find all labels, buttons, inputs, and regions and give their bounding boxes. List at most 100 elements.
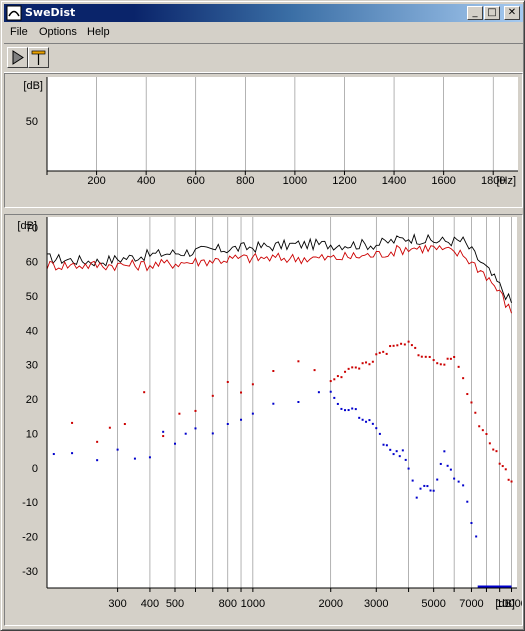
red-series-point bbox=[375, 353, 378, 356]
red-series-point bbox=[378, 351, 381, 354]
x-tick-label: 400 bbox=[141, 598, 159, 610]
red-series-point bbox=[162, 435, 165, 438]
red-series-point bbox=[71, 421, 74, 424]
red-series-point bbox=[510, 480, 513, 483]
blue-series-point bbox=[401, 449, 404, 452]
red-series-point bbox=[361, 362, 364, 365]
red-series-point bbox=[449, 357, 452, 360]
red-series-point bbox=[462, 377, 465, 380]
menu-help[interactable]: Help bbox=[87, 26, 110, 38]
y-tick-label: 10 bbox=[26, 428, 38, 440]
red-series-point bbox=[407, 340, 410, 343]
red-series-point bbox=[414, 346, 417, 349]
red-series-point bbox=[485, 433, 488, 436]
red-series-point bbox=[453, 355, 456, 358]
close-button[interactable]: ✕ bbox=[504, 6, 520, 20]
app-icon bbox=[6, 5, 22, 21]
blue-series-point bbox=[297, 400, 300, 403]
blue-series-point bbox=[336, 402, 339, 405]
red-series-point bbox=[504, 468, 507, 471]
y-axis-label: [dB] bbox=[23, 80, 43, 92]
x-tick-label: 1800 bbox=[481, 175, 505, 187]
blue-series-point bbox=[432, 489, 435, 492]
y-tick-label: -30 bbox=[22, 566, 38, 578]
title-bar[interactable]: SweDist _ □ ✕ bbox=[4, 4, 523, 22]
blue-series-point bbox=[365, 420, 368, 423]
red-series-point bbox=[336, 375, 339, 378]
red-series-point bbox=[368, 363, 371, 366]
maximize-button[interactable]: □ bbox=[484, 6, 500, 20]
blue-series-point bbox=[351, 407, 354, 410]
red-series-point bbox=[344, 370, 347, 373]
y-tick-label: 60 bbox=[26, 257, 38, 269]
red-series-point bbox=[329, 380, 332, 383]
blue-series-point bbox=[184, 432, 187, 435]
blue-series-point bbox=[392, 453, 395, 456]
red-series-point bbox=[420, 355, 423, 358]
red-series-point bbox=[495, 450, 498, 453]
red-series-point bbox=[297, 360, 300, 363]
red-series-point bbox=[457, 365, 460, 368]
x-tick-label: 2000 bbox=[318, 598, 342, 610]
blue-series-point bbox=[333, 396, 336, 399]
red-series-point bbox=[194, 409, 197, 412]
red-series-point bbox=[143, 391, 146, 394]
red-series-point bbox=[108, 426, 111, 429]
x-tick-label: 5000 bbox=[421, 598, 445, 610]
blue-series-point bbox=[368, 419, 371, 422]
blue-series-point bbox=[407, 467, 410, 470]
blue-series-point bbox=[347, 409, 350, 412]
red-series-point bbox=[478, 425, 481, 428]
red-series-point bbox=[498, 462, 501, 465]
red-series-point bbox=[240, 391, 243, 394]
x-tick-label: 10000 bbox=[496, 598, 522, 610]
black-series-line bbox=[46, 233, 512, 304]
marker-button[interactable] bbox=[28, 47, 49, 68]
play-button[interactable] bbox=[7, 47, 28, 68]
red-series-point bbox=[470, 401, 473, 404]
red-series-point bbox=[382, 350, 385, 353]
x-tick-label: 3000 bbox=[364, 598, 388, 610]
blue-series-point bbox=[226, 422, 229, 425]
menu-file[interactable]: File bbox=[10, 26, 28, 38]
top-chart: 200 400 600 800 1000 1200 1400 1600 1800 50 [dB] [H… bbox=[23, 77, 518, 187]
blue-series-point bbox=[439, 462, 442, 465]
blue-series-point bbox=[173, 442, 176, 445]
menu-options[interactable]: Options bbox=[39, 26, 77, 38]
red-series-point bbox=[96, 440, 99, 443]
blue-series-point bbox=[378, 432, 381, 435]
blue-series-point bbox=[340, 407, 343, 410]
x-tick-label: 1000 bbox=[283, 175, 307, 187]
red-series-point bbox=[501, 465, 504, 468]
red-series-point bbox=[396, 344, 399, 347]
red-series-point bbox=[351, 366, 354, 369]
blue-series-point bbox=[116, 448, 119, 451]
red-series-point bbox=[272, 370, 275, 373]
blue-series-point bbox=[361, 418, 364, 421]
minimize-button[interactable]: _ bbox=[467, 6, 483, 20]
red-series-point bbox=[313, 369, 316, 372]
x-tick-label: 1200 bbox=[332, 175, 356, 187]
x-tick-label: 7000 bbox=[459, 598, 483, 610]
y-axis-label: [dB] bbox=[17, 220, 37, 232]
red-series-point bbox=[403, 343, 406, 346]
blue-series-point bbox=[466, 500, 469, 503]
x-tick-label: 1600 bbox=[431, 175, 455, 187]
top-chart-panel: 200 400 600 800 1000 1200 1400 1600 1800 50 [dB] [H… bbox=[4, 73, 523, 208]
y-tick-label: 50 bbox=[26, 116, 38, 128]
red-series-point bbox=[428, 355, 431, 358]
blue-series-point bbox=[96, 459, 99, 462]
x-tick-label: 1000 bbox=[241, 598, 265, 610]
blue-series-point bbox=[211, 432, 214, 435]
y-tick-label: 0 bbox=[32, 463, 38, 475]
red-series-point bbox=[365, 361, 368, 364]
red-series-point bbox=[424, 355, 427, 358]
red-series-point bbox=[340, 376, 343, 379]
blue-series-point bbox=[462, 484, 465, 487]
blue-series-point bbox=[344, 409, 347, 412]
red-series-line bbox=[46, 244, 512, 314]
plot-area bbox=[47, 77, 518, 171]
red-series-point bbox=[488, 442, 491, 445]
red-series-point bbox=[436, 362, 439, 365]
blue-series-point bbox=[429, 489, 432, 492]
